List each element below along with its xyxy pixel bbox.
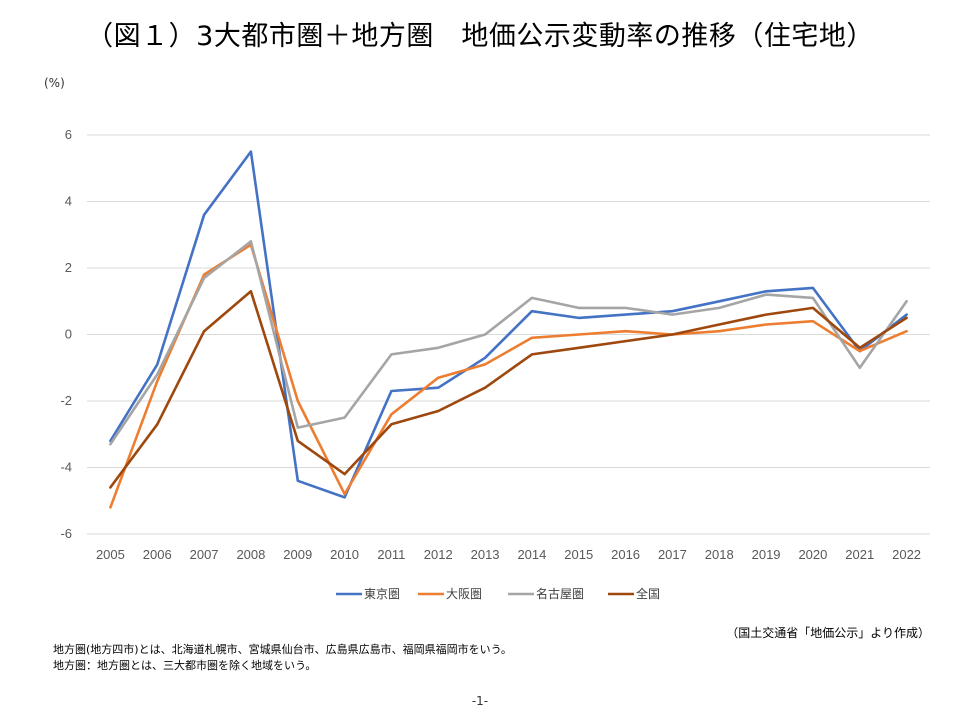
x-tick-label: 2017: [658, 547, 687, 562]
y-axis-unit-label: (%): [44, 76, 65, 90]
source-note: （国土交通省「地価公示」より作成）: [726, 626, 930, 640]
page-title: （図１）3大都市圏＋地方圏 地価公示変動率の推移（住宅地）: [86, 21, 874, 52]
x-tick-label: 2014: [517, 547, 546, 562]
x-axis-ticks: 2005 2006 2007 2008 2009 2010 2011 2012 2013 2014…: [96, 547, 921, 562]
series-line-2: [109, 240, 908, 446]
x-tick-label: 2011: [377, 547, 405, 562]
legend-label: 名古屋圏: [536, 586, 584, 601]
x-tick-label: 2018: [705, 547, 734, 562]
legend: 東京圏 大阪圏 名古屋圏 全国: [336, 586, 660, 601]
legend-label: 大阪圏: [446, 587, 482, 601]
x-tick-label: 2006: [143, 547, 172, 562]
y-axis-ticks: 6 4 2 0 -2 -4 -6: [60, 127, 72, 541]
x-tick-label: 2015: [564, 547, 593, 562]
x-tick-label: 2016: [611, 547, 640, 562]
legend-label: 東京圏: [364, 587, 400, 601]
x-tick-label: 2019: [752, 547, 781, 562]
y-tick-label: 2: [65, 260, 72, 275]
legend-label: 全国: [636, 586, 660, 601]
x-tick-label: 2020: [798, 547, 827, 562]
gridlines: [87, 134, 930, 535]
series-line-3: [109, 289, 908, 489]
series-line-0: [109, 150, 908, 499]
x-tick-label: 2010: [330, 547, 359, 562]
x-tick-label: 2007: [190, 547, 219, 562]
y-tick-label: -6: [60, 526, 72, 541]
x-tick-label: 2021: [845, 547, 874, 562]
x-tick-label: 2013: [471, 547, 500, 562]
x-tick-label: 2022: [892, 547, 921, 562]
series-line-1: [109, 243, 908, 509]
x-tick-label: 2012: [424, 547, 453, 562]
footnote-regional-cities: 地方圏(地方四市)とは、北海道札幌市、宮城県仙台市、広島県広島市、福岡県福岡市を…: [53, 643, 512, 656]
x-tick-label: 2008: [236, 547, 265, 562]
y-tick-label: 4: [65, 194, 72, 209]
y-tick-label: -4: [60, 460, 72, 475]
x-tick-label: 2009: [283, 547, 312, 562]
footnote-regional-area: 地方圏：地方圏とは、三大都市圏を除く地域をいう。: [53, 659, 317, 672]
series-lines: [109, 150, 908, 509]
y-tick-label: 6: [65, 127, 72, 142]
x-tick-label: 2005: [96, 547, 125, 562]
page-number: -1-: [471, 694, 489, 708]
y-tick-label: -2: [60, 393, 72, 408]
y-tick-label: 0: [65, 327, 72, 342]
